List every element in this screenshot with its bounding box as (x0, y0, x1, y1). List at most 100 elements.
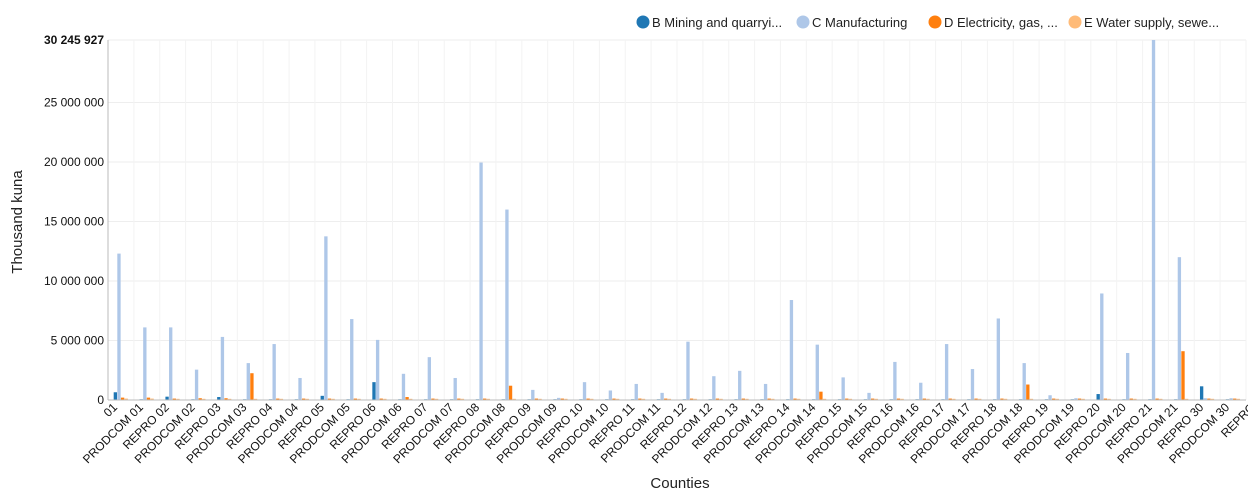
bar[interactable]: 20 PRODCOM — D Electricity, gas, ...: 12… (1103, 398, 1108, 400)
bar[interactable]: 17 PRODCOM — E Water supply, sewe...: 10… (952, 398, 956, 400)
bar[interactable]: 20 REPRO — E Water supply, sewe...: 1000… (1133, 398, 1137, 400)
legend-item[interactable]: C Manufacturing (796, 15, 908, 30)
bar[interactable]: 30 PRODCOM — E Water supply, sewe...: 10… (1210, 398, 1215, 400)
bar[interactable]: 10 REPRO — C Manufacturing: 800000 (608, 390, 613, 400)
bar[interactable]: 18 PRODCOM — D Electricity, gas, ...: 12… (1000, 398, 1004, 400)
bar[interactable]: 30 REPRO — E Water supply, sewe...: 1000… (1236, 398, 1241, 400)
bar[interactable]: 13 REPRO — E Water supply, sewe...: 1000… (771, 398, 775, 400)
bar[interactable]: 16 REPRO — E Water supply, sewe...: 1000… (926, 398, 930, 400)
bar[interactable]: 08 PRODCOM — D Electricity, gas, ...: 12… (483, 398, 487, 400)
bar[interactable]: 21 PRODCOM — E Water supply, sewe...: 10… (1159, 398, 1163, 400)
bar[interactable]: 03 PRODCOM — B Mining and quarryi...: 25… (217, 397, 221, 400)
bar[interactable]: 19 REPRO — E Water supply, sewe...: 1000… (1081, 398, 1085, 400)
bar[interactable]: 15 PRODCOM — D Electricity, gas, ...: 12… (845, 398, 849, 400)
bar[interactable]: 07 REPRO — C Manufacturing: 1850000 (453, 377, 457, 400)
bar[interactable]: 21 REPRO — D Electricity, gas, ...: 4100… (1181, 351, 1185, 400)
bar[interactable]: 06 REPRO — E Water supply, sewe...: 1000… (409, 398, 413, 400)
bar[interactable]: 14 REPRO — D Electricity, gas, ...: 7000… (819, 391, 823, 400)
bar[interactable]: 02 REPRO — E Water supply, sewe...: 1000… (202, 398, 206, 400)
bar[interactable]: 17 REPRO — D Electricity, gas, ...: 1200… (974, 398, 978, 400)
bar[interactable]: 16 REPRO — D Electricity, gas, ...: 1200… (922, 398, 927, 400)
bar[interactable]: 05 REPRO — C Manufacturing: 6800000 (350, 319, 354, 400)
bar[interactable]: 16 REPRO — C Manufacturing: 1450000 (919, 382, 923, 400)
bar[interactable]: 13 PRODCOM — E Water supply, sewe...: 10… (745, 398, 749, 400)
bar[interactable]: 15 REPRO — C Manufacturing: 600000 (867, 392, 871, 400)
bar[interactable]: 06 PRODCOM — D Electricity, gas, ...: 12… (379, 398, 383, 400)
bar[interactable]: 09 REPRO — D Electricity, gas, ...: 1200… (560, 398, 564, 400)
bar[interactable]: 05 PRODCOM — D Electricity, gas, ...: 12… (327, 398, 332, 400)
bar[interactable]: 11 REPRO — E Water supply, sewe...: 1000… (667, 398, 672, 400)
bar[interactable]: 15 REPRO — E Water supply, sewe...: 1000… (874, 398, 878, 400)
bar[interactable]: 01 PRODCOM — C Manufacturing: 12300000 (117, 253, 121, 400)
bar[interactable]: 19 PRODCOM — D Electricity, gas, ...: 12… (1052, 398, 1056, 400)
bar[interactable]: 18 REPRO — D Electricity, gas, ...: 1300… (1026, 384, 1030, 400)
bar[interactable]: 03 REPRO — C Manufacturing: 3100000 (246, 363, 250, 400)
bar[interactable]: 09 PRODCOM — C Manufacturing: 850000 (531, 389, 535, 400)
bar[interactable]: 11 PRODCOM — E Water supply, sewe...: 10… (641, 398, 646, 400)
bar[interactable]: 12 PRODCOM — D Electricity, gas, ...: 12… (689, 398, 694, 400)
bar[interactable]: 12 REPRO — D Electricity, gas, ...: 1200… (715, 398, 720, 400)
bar[interactable]: 08 PRODCOM — E Water supply, sewe...: 10… (486, 398, 490, 400)
bar[interactable]: 21 REPRO — C Manufacturing: 12000000 (1177, 257, 1182, 400)
bar[interactable]: 01 PRODCOM — B Mining and quarryi...: 65… (113, 392, 118, 400)
bar[interactable]: 16 PRODCOM — D Electricity, gas, ...: 12… (896, 398, 901, 400)
bar[interactable]: 10 PRODCOM — E Water supply, sewe...: 10… (590, 398, 594, 400)
bar[interactable]: 14 PRODCOM — E Water supply, sewe...: 10… (797, 398, 801, 400)
bar[interactable]: 17 PRODCOM — D Electricity, gas, ...: 12… (948, 398, 952, 400)
bar[interactable]: 21 REPRO — E Water supply, sewe...: 1000… (1184, 398, 1189, 400)
bar[interactable]: 02 REPRO — C Manufacturing: 2550000 (194, 369, 199, 400)
bar[interactable]: 14 REPRO — C Manufacturing: 4650000 (815, 344, 819, 400)
legend-item[interactable]: B Mining and quarryi... (636, 15, 783, 30)
bar[interactable]: 13 REPRO — D Electricity, gas, ...: 1200… (767, 398, 771, 400)
bar[interactable]: 20 PRODCOM — E Water supply, sewe...: 10… (1107, 398, 1111, 400)
bar[interactable]: 19 REPRO — D Electricity, gas, ...: 1200… (1077, 398, 1082, 400)
bar[interactable]: 16 PRODCOM — C Manufacturing: 3200000 (893, 361, 897, 400)
bar[interactable]: 07 PRODCOM — C Manufacturing: 3600000 (427, 357, 432, 400)
bar[interactable]: 08 REPRO — D Electricity, gas, ...: 1200… (508, 385, 513, 400)
bar[interactable]: 17 REPRO — E Water supply, sewe...: 1000… (978, 398, 982, 400)
bar[interactable]: 02 PRODCOM — B Mining and quarryi...: 28… (165, 396, 169, 400)
bar[interactable]: 13 PRODCOM — C Manufacturing: 2450000 (738, 370, 742, 400)
bar[interactable]: 06 PRODCOM — C Manufacturing: 5050000 (375, 339, 380, 400)
bar[interactable]: 18 REPRO — C Manufacturing: 3100000 (1022, 363, 1026, 400)
bar[interactable]: 08 REPRO — C Manufacturing: 16000000 (505, 209, 509, 400)
bar[interactable]: 07 PRODCOM — E Water supply, sewe...: 10… (434, 398, 439, 400)
bar[interactable]: 07 REPRO — E Water supply, sewe...: 1000… (460, 398, 465, 400)
bar[interactable]: 10 REPRO — D Electricity, gas, ...: 1200… (612, 398, 616, 400)
bar[interactable]: 08 PRODCOM — C Manufacturing: 19950000 (479, 162, 483, 400)
bar[interactable]: 15 REPRO — D Electricity, gas, ...: 1200… (870, 398, 875, 400)
bar[interactable]: 07 PRODCOM — D Electricity, gas, ...: 12… (431, 398, 435, 400)
bar[interactable]: 14 PRODCOM — C Manufacturing: 8400000 (789, 300, 794, 400)
bar[interactable]: 19 PRODCOM — C Manufacturing: 400000 (1048, 395, 1052, 400)
bar[interactable]: 18 REPRO — E Water supply, sewe...: 1000… (1029, 398, 1034, 400)
legend-item[interactable]: E Water supply, sewe... (1068, 15, 1220, 30)
bar[interactable]: 15 PRODCOM — C Manufacturing: 1900000 (841, 377, 845, 400)
bar[interactable]: 16 PRODCOM — E Water supply, sewe...: 10… (900, 398, 904, 400)
bar[interactable]: 06 REPRO — D Electricity, gas, ...: 2500… (405, 397, 409, 400)
bar[interactable]: 15 PRODCOM — E Water supply, sewe...: 10… (848, 398, 853, 400)
bar[interactable]: 02 PRODCOM — E Water supply, sewe...: 10… (176, 398, 180, 400)
bar[interactable]: 17 PRODCOM — C Manufacturing: 4700000 (944, 344, 949, 400)
bar[interactable]: 02 PRODCOM — D Electricity, gas, ...: 12… (172, 398, 176, 400)
bar[interactable]: 01 REPRO — D Electricity, gas, ...: 2000… (146, 397, 151, 400)
legend[interactable]: B Mining and quarryi... C Manufacturing D … (636, 15, 1220, 30)
bar[interactable]: 04 PRODCOM — D Electricity, gas, ...: 12… (276, 398, 280, 400)
bar[interactable]: 05 PRODCOM — C Manufacturing: 13750000 (324, 236, 328, 400)
bar[interactable]: 01 REPRO — E Water supply, sewe...: 1200… (150, 398, 154, 400)
bar[interactable]: 13 REPRO — C Manufacturing: 1350000 (763, 383, 768, 400)
bar[interactable]: 04 REPRO — D Electricity, gas, ...: 1200… (301, 398, 306, 400)
bar[interactable]: 17 REPRO — C Manufacturing: 2600000 (970, 369, 975, 400)
bar[interactable]: 06 PRODCOM — B Mining and quarryi...: 15… (372, 382, 376, 400)
bar[interactable]: 05 PRODCOM — B Mining and quarryi...: 35… (320, 395, 324, 400)
bar[interactable]: 11 REPRO — D Electricity, gas, ...: 1200… (664, 398, 668, 400)
bar[interactable]: 01 PRODCOM — E Water supply, sewe...: 12… (124, 398, 128, 400)
bar[interactable]: 18 PRODCOM — C Manufacturing: 6850000 (996, 318, 1001, 400)
bar[interactable]: 04 REPRO — E Water supply, sewe...: 1000… (305, 398, 309, 400)
bar[interactable]: 05 REPRO — D Electricity, gas, ...: 1200… (353, 398, 358, 400)
bar[interactable]: 03 PRODCOM — E Water supply, sewe...: 10… (228, 398, 232, 400)
bar[interactable]: 01 REPRO — C Manufacturing: 6100000 (143, 327, 147, 400)
